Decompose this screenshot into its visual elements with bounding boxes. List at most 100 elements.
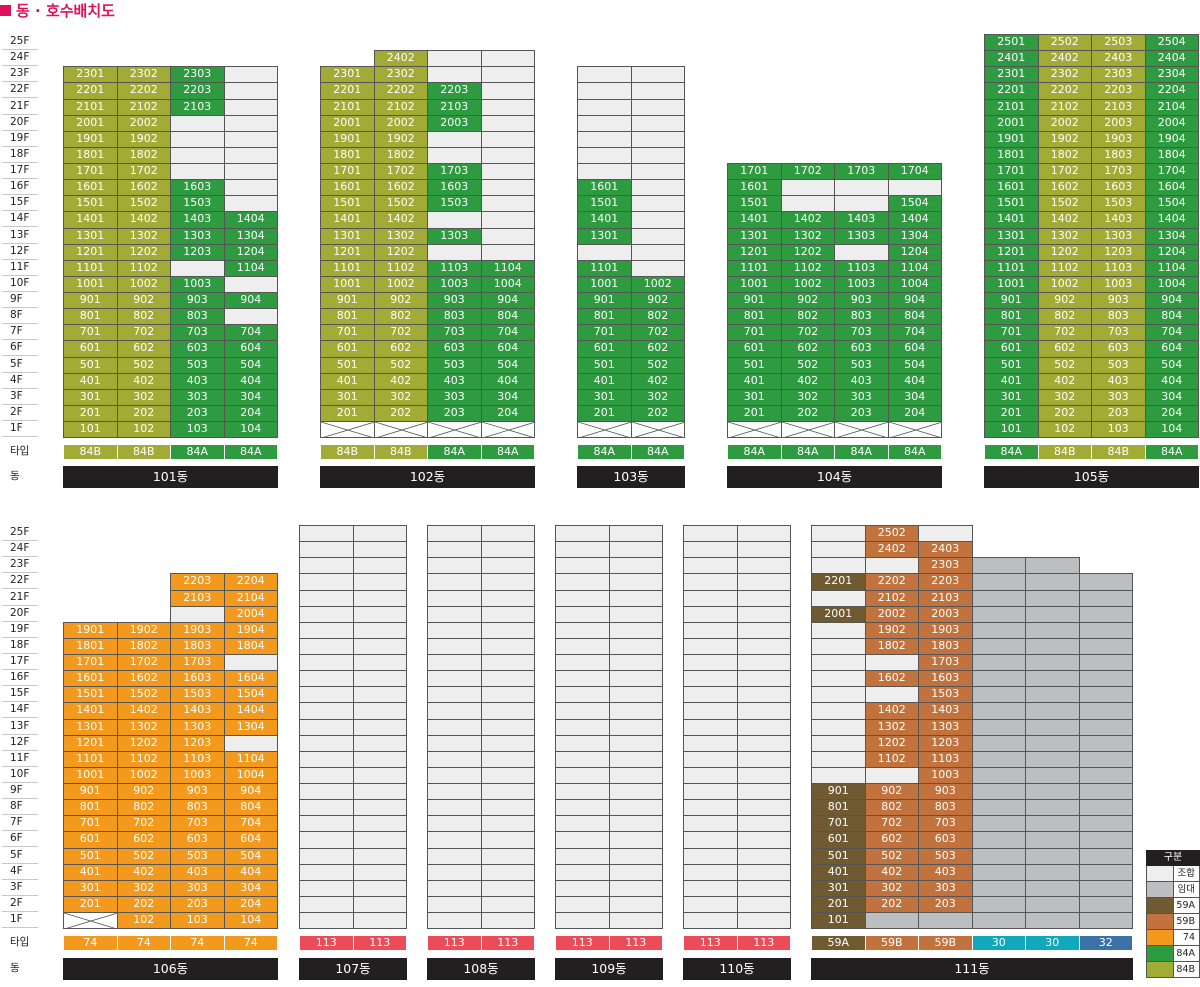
- unit-cell[interactable]: 302: [630, 388, 685, 406]
- unit-cell[interactable]: 903: [918, 783, 973, 801]
- unit-cell[interactable]: 604: [1144, 340, 1199, 358]
- unit-cell[interactable]: 1603: [427, 179, 482, 197]
- unit-cell[interactable]: 702: [1037, 324, 1092, 342]
- unit-cell[interactable]: 102: [116, 421, 171, 439]
- unit-cell[interactable]: 1003: [427, 275, 482, 294]
- unit-cell[interactable]: 2202: [116, 82, 171, 100]
- unit-cell[interactable]: 1603: [918, 670, 973, 688]
- unit-cell[interactable]: 803: [834, 308, 889, 326]
- unit-cell[interactable]: 603: [170, 831, 225, 849]
- unit-cell[interactable]: 603: [918, 831, 973, 849]
- unit-cell[interactable]: 2104: [1144, 98, 1199, 116]
- unit-cell[interactable]: 302: [373, 388, 428, 406]
- unit-cell[interactable]: 2402: [373, 50, 428, 68]
- unit-cell[interactable]: 2301: [320, 66, 375, 84]
- unit-cell[interactable]: 1304: [223, 718, 278, 736]
- unit-cell[interactable]: 1101: [320, 259, 375, 277]
- unit-cell[interactable]: 301: [320, 388, 375, 406]
- unit-cell[interactable]: 2203: [427, 82, 482, 100]
- unit-cell[interactable]: 1203: [1091, 243, 1146, 261]
- unit-cell[interactable]: 1902: [864, 621, 919, 639]
- unit-cell[interactable]: 2403: [918, 541, 973, 559]
- unit-cell[interactable]: 201: [320, 404, 375, 423]
- unit-cell[interactable]: 303: [427, 388, 482, 406]
- unit-cell[interactable]: 702: [780, 324, 835, 342]
- unit-cell[interactable]: 404: [223, 863, 278, 881]
- unit-cell[interactable]: 2301: [63, 66, 118, 84]
- unit-cell[interactable]: 1702: [780, 163, 835, 181]
- unit-cell[interactable]: 902: [780, 292, 835, 310]
- unit-cell[interactable]: 1901: [984, 130, 1039, 148]
- unit-cell[interactable]: 2001: [811, 605, 866, 623]
- unit-cell[interactable]: 604: [480, 340, 535, 358]
- unit-cell[interactable]: 703: [170, 324, 225, 342]
- unit-cell[interactable]: 801: [984, 308, 1039, 326]
- unit-cell[interactable]: 1402: [1037, 211, 1092, 229]
- unit-cell[interactable]: 804: [887, 308, 942, 326]
- unit-cell[interactable]: 1601: [984, 179, 1039, 197]
- building-name-bar[interactable]: 108동: [427, 958, 535, 980]
- unit-cell[interactable]: 204: [480, 404, 535, 423]
- unit-cell[interactable]: 1903: [170, 621, 225, 639]
- unit-cell[interactable]: 2003: [427, 114, 482, 132]
- unit-cell[interactable]: 1301: [63, 718, 118, 736]
- unit-cell[interactable]: 103: [170, 912, 225, 930]
- unit-cell[interactable]: 504: [223, 356, 278, 374]
- unit-cell[interactable]: 1004: [480, 275, 535, 294]
- unit-cell[interactable]: 701: [984, 324, 1039, 342]
- unit-cell[interactable]: 1404: [223, 702, 278, 720]
- unit-cell[interactable]: 1303: [1091, 227, 1146, 245]
- unit-cell[interactable]: 1504: [887, 195, 942, 213]
- unit-cell[interactable]: 703: [170, 815, 225, 833]
- unit-cell[interactable]: 304: [887, 388, 942, 406]
- unit-cell[interactable]: 602: [864, 831, 919, 849]
- unit-cell[interactable]: 1403: [170, 702, 225, 720]
- unit-cell[interactable]: 103: [1091, 421, 1146, 439]
- unit-cell[interactable]: 201: [577, 404, 632, 423]
- unit-cell[interactable]: 203: [1091, 404, 1146, 423]
- unit-cell[interactable]: 1503: [170, 686, 225, 704]
- unit-cell[interactable]: 1002: [780, 275, 835, 294]
- unit-cell[interactable]: 503: [170, 847, 225, 865]
- unit-cell[interactable]: 603: [834, 340, 889, 358]
- unit-cell[interactable]: 1003: [170, 766, 225, 785]
- unit-cell[interactable]: 204: [887, 404, 942, 423]
- unit-cell[interactable]: 1403: [170, 211, 225, 229]
- unit-cell[interactable]: 801: [577, 308, 632, 326]
- unit-cell[interactable]: 2102: [1037, 98, 1092, 116]
- unit-cell[interactable]: 1104: [1144, 259, 1199, 277]
- unit-cell[interactable]: 903: [170, 292, 225, 310]
- unit-cell[interactable]: 1602: [373, 179, 428, 197]
- unit-cell[interactable]: 1402: [864, 702, 919, 720]
- unit-cell[interactable]: 904: [223, 292, 278, 310]
- unit-cell[interactable]: 201: [811, 895, 866, 914]
- unit-cell[interactable]: 1303: [427, 227, 482, 245]
- unit-cell[interactable]: 1501: [727, 195, 782, 213]
- unit-cell[interactable]: 501: [63, 847, 118, 865]
- unit-cell[interactable]: 101: [811, 912, 866, 930]
- unit-cell[interactable]: 1601: [63, 670, 118, 688]
- unit-cell[interactable]: 1301: [984, 227, 1039, 245]
- unit-cell[interactable]: 1502: [1037, 195, 1092, 213]
- unit-cell[interactable]: 901: [727, 292, 782, 310]
- unit-cell[interactable]: 802: [630, 308, 685, 326]
- unit-cell[interactable]: 801: [811, 799, 866, 817]
- unit-cell[interactable]: 302: [780, 388, 835, 406]
- unit-cell[interactable]: 701: [320, 324, 375, 342]
- unit-cell[interactable]: 604: [887, 340, 942, 358]
- unit-cell[interactable]: 1102: [373, 259, 428, 277]
- unit-cell[interactable]: 1701: [63, 654, 118, 672]
- unit-cell[interactable]: 401: [577, 372, 632, 390]
- unit-cell[interactable]: 401: [63, 372, 118, 390]
- unit-cell[interactable]: 2402: [1037, 50, 1092, 68]
- unit-cell[interactable]: 301: [63, 879, 118, 897]
- unit-cell[interactable]: 1801: [63, 637, 118, 656]
- unit-cell[interactable]: 1302: [116, 718, 171, 736]
- unit-cell[interactable]: 1603: [170, 179, 225, 197]
- unit-cell[interactable]: 303: [170, 388, 225, 406]
- unit-cell[interactable]: 603: [427, 340, 482, 358]
- unit-cell[interactable]: 2203: [1091, 82, 1146, 100]
- unit-cell[interactable]: 203: [918, 895, 973, 914]
- unit-cell[interactable]: 502: [864, 847, 919, 865]
- unit-cell[interactable]: 1101: [63, 259, 118, 277]
